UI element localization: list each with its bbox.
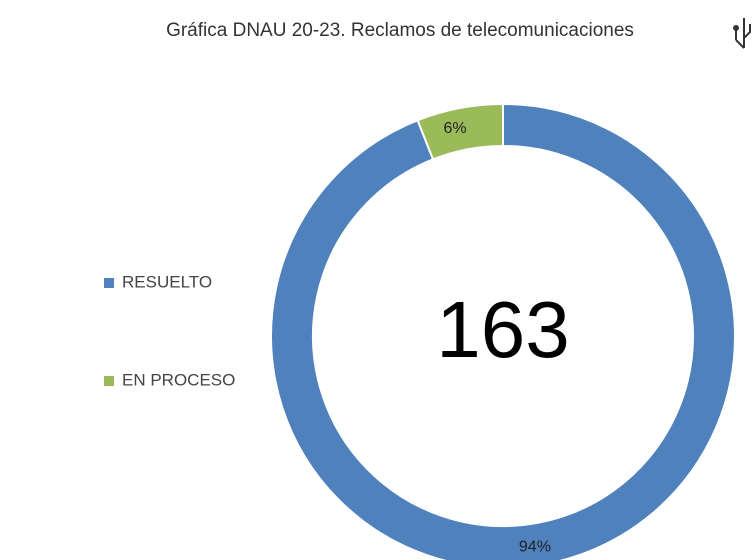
legend-marker xyxy=(104,376,114,386)
legend-label: RESUELTO xyxy=(122,272,212,291)
data-label: 6% xyxy=(444,120,467,137)
data-label: 94% xyxy=(519,538,551,555)
chart-title: Gráfica DNAU 20-23. Reclamos de telecomu… xyxy=(166,20,634,41)
legend-label: EN PROCESO xyxy=(122,370,235,389)
center-total: 163 xyxy=(436,285,569,374)
donut-segment xyxy=(416,102,504,161)
legend-marker xyxy=(104,278,114,288)
donut-segment xyxy=(270,102,736,560)
corner-icon xyxy=(733,18,751,49)
